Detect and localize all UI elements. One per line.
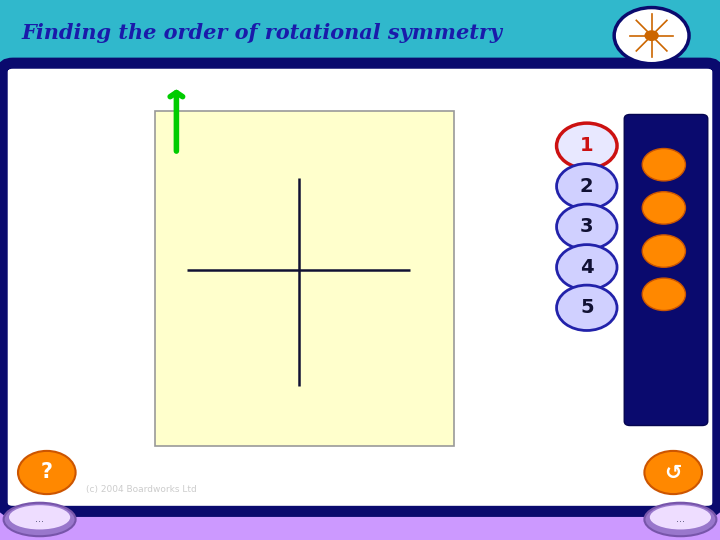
- Text: 5: 5: [580, 298, 593, 318]
- Ellipse shape: [4, 503, 76, 536]
- Ellipse shape: [644, 503, 716, 536]
- Circle shape: [614, 8, 689, 64]
- Text: ?: ?: [41, 462, 53, 483]
- Circle shape: [644, 451, 702, 494]
- Circle shape: [642, 148, 685, 181]
- Circle shape: [644, 30, 659, 41]
- Ellipse shape: [9, 505, 71, 529]
- Text: 4: 4: [580, 258, 593, 277]
- Circle shape: [557, 204, 617, 249]
- FancyBboxPatch shape: [624, 114, 708, 426]
- Bar: [155, 111, 454, 446]
- Circle shape: [557, 123, 617, 168]
- Bar: [0, 501, 720, 540]
- Circle shape: [642, 235, 685, 267]
- Text: 2: 2: [580, 177, 593, 196]
- Ellipse shape: [649, 505, 711, 529]
- Circle shape: [557, 164, 617, 209]
- FancyBboxPatch shape: [22, 78, 698, 497]
- Circle shape: [642, 192, 685, 224]
- Bar: [0, 0, 720, 66]
- Circle shape: [557, 245, 617, 290]
- Circle shape: [642, 278, 685, 310]
- Circle shape: [18, 451, 76, 494]
- Text: (c) 2004 Boardworks Ltd: (c) 2004 Boardworks Ltd: [86, 485, 197, 494]
- Text: 3: 3: [580, 217, 593, 237]
- FancyBboxPatch shape: [2, 63, 718, 511]
- Text: ↺: ↺: [665, 462, 682, 483]
- Text: ...: ...: [35, 515, 44, 524]
- Text: Finding the order of rotational symmetry: Finding the order of rotational symmetry: [22, 23, 503, 44]
- Text: ...: ...: [676, 515, 685, 524]
- Circle shape: [557, 285, 617, 330]
- Text: 1: 1: [580, 136, 593, 156]
